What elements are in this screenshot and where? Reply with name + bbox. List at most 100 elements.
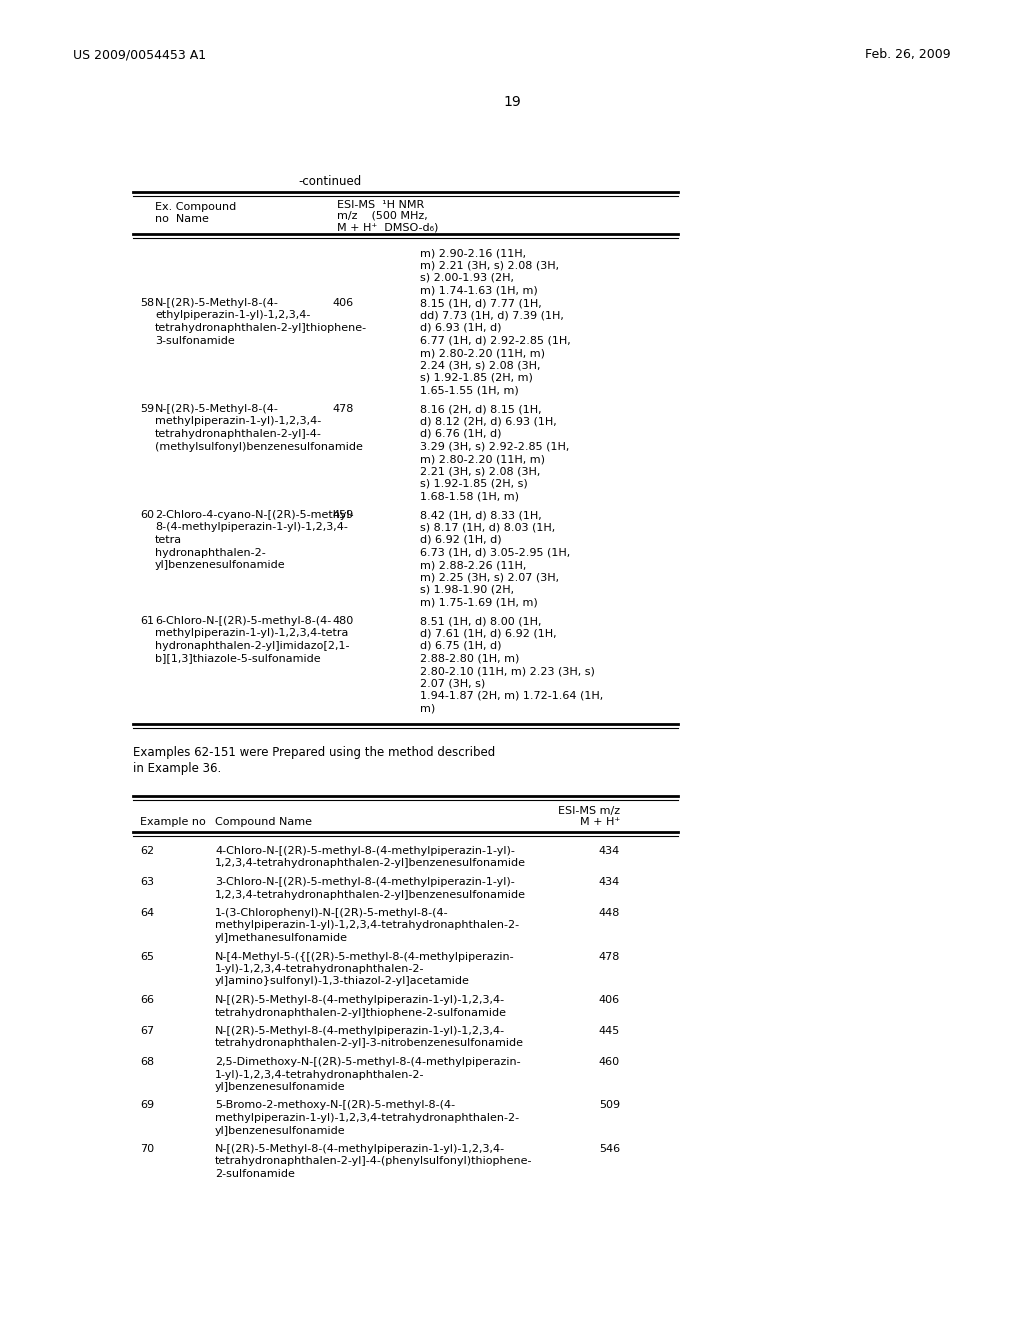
Text: Compound Name: Compound Name xyxy=(215,817,312,828)
Text: tetrahydronaphthalen-2-yl]-3-nitrobenzenesulfonamide: tetrahydronaphthalen-2-yl]-3-nitrobenzen… xyxy=(215,1039,524,1048)
Text: 59: 59 xyxy=(140,404,155,414)
Text: N-[(2R)-5-Methyl-8-(4-: N-[(2R)-5-Methyl-8-(4- xyxy=(155,404,279,414)
Text: 70: 70 xyxy=(140,1144,155,1154)
Text: d) 6.92 (1H, d): d) 6.92 (1H, d) xyxy=(420,535,502,545)
Text: 64: 64 xyxy=(140,908,155,917)
Text: hydronaphthalen-2-: hydronaphthalen-2- xyxy=(155,548,266,557)
Text: 448: 448 xyxy=(599,908,620,917)
Text: 5-Bromo-2-methoxy-N-[(2R)-5-methyl-8-(4-: 5-Bromo-2-methoxy-N-[(2R)-5-methyl-8-(4- xyxy=(215,1101,455,1110)
Text: s) 8.17 (1H, d) 8.03 (1H,: s) 8.17 (1H, d) 8.03 (1H, xyxy=(420,523,555,532)
Text: 2,5-Dimethoxy-N-[(2R)-5-methyl-8-(4-methylpiperazin-: 2,5-Dimethoxy-N-[(2R)-5-methyl-8-(4-meth… xyxy=(215,1057,520,1067)
Text: 1-(3-Chlorophenyl)-N-[(2R)-5-methyl-8-(4-: 1-(3-Chlorophenyl)-N-[(2R)-5-methyl-8-(4… xyxy=(215,908,449,917)
Text: d) 7.61 (1H, d) 6.92 (1H,: d) 7.61 (1H, d) 6.92 (1H, xyxy=(420,628,557,639)
Text: 509: 509 xyxy=(599,1101,620,1110)
Text: m) 2.25 (3H, s) 2.07 (3H,: m) 2.25 (3H, s) 2.07 (3H, xyxy=(420,573,559,582)
Text: 1.65-1.55 (1H, m): 1.65-1.55 (1H, m) xyxy=(420,385,519,396)
Text: tetrahydronaphthalen-2-yl]-4-(phenylsulfonyl)thiophene-: tetrahydronaphthalen-2-yl]-4-(phenylsulf… xyxy=(215,1156,532,1167)
Text: 2.24 (3H, s) 2.08 (3H,: 2.24 (3H, s) 2.08 (3H, xyxy=(420,360,541,371)
Text: (methylsulfonyl)benzenesulfonamide: (methylsulfonyl)benzenesulfonamide xyxy=(155,441,362,451)
Text: methylpiperazin-1-yl)-1,2,3,4-tetrahydronaphthalen-2-: methylpiperazin-1-yl)-1,2,3,4-tetrahydro… xyxy=(215,1113,519,1123)
Text: 459: 459 xyxy=(332,510,353,520)
Text: N-[(2R)-5-Methyl-8-(4-: N-[(2R)-5-Methyl-8-(4- xyxy=(155,298,279,308)
Text: ESI-MS  ¹H NMR: ESI-MS ¹H NMR xyxy=(337,201,424,210)
Text: 4-Chloro-N-[(2R)-5-methyl-8-(4-methylpiperazin-1-yl)-: 4-Chloro-N-[(2R)-5-methyl-8-(4-methylpip… xyxy=(215,846,515,855)
Text: d) 8.12 (2H, d) 6.93 (1H,: d) 8.12 (2H, d) 6.93 (1H, xyxy=(420,417,557,426)
Text: m) 2.80-2.20 (11H, m): m) 2.80-2.20 (11H, m) xyxy=(420,348,545,358)
Text: Feb. 26, 2009: Feb. 26, 2009 xyxy=(865,48,951,61)
Text: d) 6.93 (1H, d): d) 6.93 (1H, d) xyxy=(420,323,502,333)
Text: N-[(2R)-5-Methyl-8-(4-methylpiperazin-1-yl)-1,2,3,4-: N-[(2R)-5-Methyl-8-(4-methylpiperazin-1-… xyxy=(215,995,505,1005)
Text: tetra: tetra xyxy=(155,535,182,545)
Text: 68: 68 xyxy=(140,1057,155,1067)
Text: methylpiperazin-1-yl)-1,2,3,4-: methylpiperazin-1-yl)-1,2,3,4- xyxy=(155,417,322,426)
Text: 8.42 (1H, d) 8.33 (1H,: 8.42 (1H, d) 8.33 (1H, xyxy=(420,510,542,520)
Text: s) 2.00-1.93 (2H,: s) 2.00-1.93 (2H, xyxy=(420,273,514,282)
Text: Examples 62-151 were Prepared using the method described: Examples 62-151 were Prepared using the … xyxy=(133,746,496,759)
Text: 8.51 (1H, d) 8.00 (1H,: 8.51 (1H, d) 8.00 (1H, xyxy=(420,616,542,626)
Text: 1.68-1.58 (1H, m): 1.68-1.58 (1H, m) xyxy=(420,491,519,502)
Text: 434: 434 xyxy=(599,876,620,887)
Text: methylpiperazin-1-yl)-1,2,3,4-tetra: methylpiperazin-1-yl)-1,2,3,4-tetra xyxy=(155,628,348,639)
Text: 3-Chloro-N-[(2R)-5-methyl-8-(4-methylpiperazin-1-yl)-: 3-Chloro-N-[(2R)-5-methyl-8-(4-methylpip… xyxy=(215,876,515,887)
Text: yl]methanesulfonamide: yl]methanesulfonamide xyxy=(215,933,348,942)
Text: s) 1.98-1.90 (2H,: s) 1.98-1.90 (2H, xyxy=(420,585,514,595)
Text: 6.73 (1H, d) 3.05-2.95 (1H,: 6.73 (1H, d) 3.05-2.95 (1H, xyxy=(420,548,570,557)
Text: 2.80-2.10 (11H, m) 2.23 (3H, s): 2.80-2.10 (11H, m) 2.23 (3H, s) xyxy=(420,667,595,676)
Text: m/z    (500 MHz,: m/z (500 MHz, xyxy=(337,211,428,220)
Text: M + H⁺: M + H⁺ xyxy=(580,817,620,828)
Text: s) 1.92-1.85 (2H, m): s) 1.92-1.85 (2H, m) xyxy=(420,374,532,383)
Text: 1-yl)-1,2,3,4-tetrahydronaphthalen-2-: 1-yl)-1,2,3,4-tetrahydronaphthalen-2- xyxy=(215,964,425,974)
Text: 61: 61 xyxy=(140,616,154,626)
Text: 63: 63 xyxy=(140,876,154,887)
Text: m) 2.90-2.16 (11H,: m) 2.90-2.16 (11H, xyxy=(420,248,526,257)
Text: 406: 406 xyxy=(599,995,620,1005)
Text: 65: 65 xyxy=(140,952,154,961)
Text: d) 6.75 (1H, d): d) 6.75 (1H, d) xyxy=(420,642,502,651)
Text: 19: 19 xyxy=(503,95,521,110)
Text: m) 2.88-2.26 (11H,: m) 2.88-2.26 (11H, xyxy=(420,560,526,570)
Text: tetrahydronaphthalen-2-yl]thiophene-2-sulfonamide: tetrahydronaphthalen-2-yl]thiophene-2-su… xyxy=(215,1007,507,1018)
Text: yl]amino}sulfonyl)-1,3-thiazol-2-yl]acetamide: yl]amino}sulfonyl)-1,3-thiazol-2-yl]acet… xyxy=(215,977,470,986)
Text: 445: 445 xyxy=(599,1026,620,1036)
Text: N-[(2R)-5-Methyl-8-(4-methylpiperazin-1-yl)-1,2,3,4-: N-[(2R)-5-Methyl-8-(4-methylpiperazin-1-… xyxy=(215,1026,505,1036)
Text: -continued: -continued xyxy=(298,176,361,187)
Text: tetrahydronaphthalen-2-yl]thiophene-: tetrahydronaphthalen-2-yl]thiophene- xyxy=(155,323,368,333)
Text: 434: 434 xyxy=(599,846,620,855)
Text: 460: 460 xyxy=(599,1057,620,1067)
Text: Example no: Example no xyxy=(140,817,206,828)
Text: 2.07 (3H, s): 2.07 (3H, s) xyxy=(420,678,485,689)
Text: no  Name: no Name xyxy=(155,214,209,224)
Text: 6.77 (1H, d) 2.92-2.85 (1H,: 6.77 (1H, d) 2.92-2.85 (1H, xyxy=(420,335,570,346)
Text: s) 1.92-1.85 (2H, s): s) 1.92-1.85 (2H, s) xyxy=(420,479,527,488)
Text: 480: 480 xyxy=(332,616,353,626)
Text: M + H⁺  DMSO-d₆): M + H⁺ DMSO-d₆) xyxy=(337,222,438,232)
Text: 8-(4-methylpiperazin-1-yl)-1,2,3,4-: 8-(4-methylpiperazin-1-yl)-1,2,3,4- xyxy=(155,523,348,532)
Text: 3-sulfonamide: 3-sulfonamide xyxy=(155,335,234,346)
Text: 1,2,3,4-tetrahydronaphthalen-2-yl]benzenesulfonamide: 1,2,3,4-tetrahydronaphthalen-2-yl]benzen… xyxy=(215,858,526,869)
Text: dd) 7.73 (1H, d) 7.39 (1H,: dd) 7.73 (1H, d) 7.39 (1H, xyxy=(420,310,564,321)
Text: 2.21 (3H, s) 2.08 (3H,: 2.21 (3H, s) 2.08 (3H, xyxy=(420,466,541,477)
Text: 60: 60 xyxy=(140,510,154,520)
Text: hydronaphthalen-2-yl]imidazo[2,1-: hydronaphthalen-2-yl]imidazo[2,1- xyxy=(155,642,349,651)
Text: m) 2.21 (3H, s) 2.08 (3H,: m) 2.21 (3H, s) 2.08 (3H, xyxy=(420,260,559,271)
Text: 6-Chloro-N-[(2R)-5-methyl-8-(4-: 6-Chloro-N-[(2R)-5-methyl-8-(4- xyxy=(155,616,331,626)
Text: yl]benzenesulfonamide: yl]benzenesulfonamide xyxy=(215,1082,346,1092)
Text: 546: 546 xyxy=(599,1144,620,1154)
Text: m) 2.80-2.20 (11H, m): m) 2.80-2.20 (11H, m) xyxy=(420,454,545,465)
Text: d) 6.76 (1H, d): d) 6.76 (1H, d) xyxy=(420,429,502,440)
Text: b][1,3]thiazole-5-sulfonamide: b][1,3]thiazole-5-sulfonamide xyxy=(155,653,321,664)
Text: 1-yl)-1,2,3,4-tetrahydronaphthalen-2-: 1-yl)-1,2,3,4-tetrahydronaphthalen-2- xyxy=(215,1069,425,1080)
Text: 478: 478 xyxy=(599,952,620,961)
Text: yl]benzenesulfonamide: yl]benzenesulfonamide xyxy=(155,560,286,570)
Text: ESI-MS m/z: ESI-MS m/z xyxy=(558,807,620,816)
Text: m) 1.75-1.69 (1H, m): m) 1.75-1.69 (1H, m) xyxy=(420,598,538,607)
Text: yl]benzenesulfonamide: yl]benzenesulfonamide xyxy=(215,1126,346,1135)
Text: 3.29 (3H, s) 2.92-2.85 (1H,: 3.29 (3H, s) 2.92-2.85 (1H, xyxy=(420,441,569,451)
Text: 69: 69 xyxy=(140,1101,155,1110)
Text: 62: 62 xyxy=(140,846,155,855)
Text: 2-sulfonamide: 2-sulfonamide xyxy=(215,1170,295,1179)
Text: 58: 58 xyxy=(140,298,155,308)
Text: m): m) xyxy=(420,704,435,714)
Text: 2.88-2.80 (1H, m): 2.88-2.80 (1H, m) xyxy=(420,653,519,664)
Text: tetrahydronaphthalen-2-yl]-4-: tetrahydronaphthalen-2-yl]-4- xyxy=(155,429,322,440)
